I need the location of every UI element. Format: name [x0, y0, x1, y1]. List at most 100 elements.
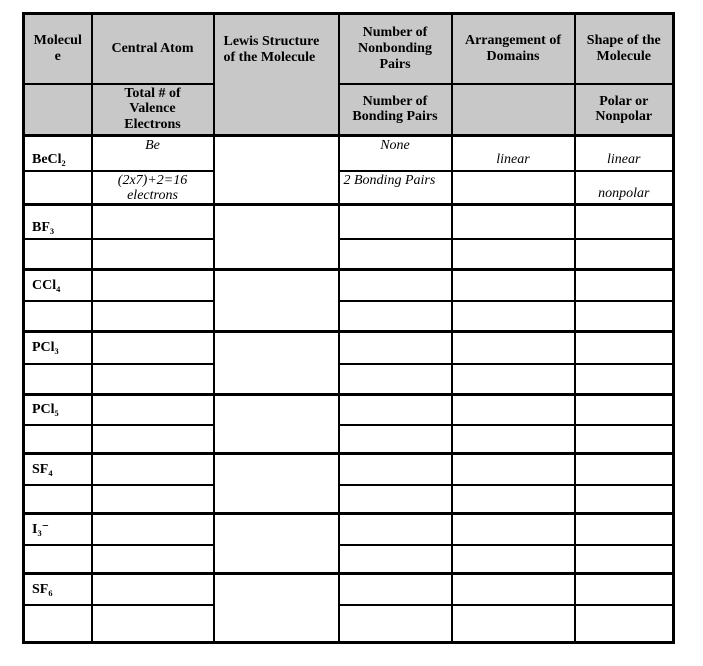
central-atom-cell — [90, 330, 215, 365]
lewis-structure-cell — [212, 393, 340, 455]
valence-electrons-cell — [90, 362, 215, 396]
polarity-cell — [573, 423, 675, 455]
lewis-structure-cell — [212, 203, 340, 271]
central-atom-cell — [90, 572, 215, 606]
arrangement-empty-cell — [450, 423, 576, 455]
bonding-pairs-cell — [337, 423, 453, 455]
arrangement-cell: linear — [450, 134, 576, 172]
molecule-row: SF₆ — [22, 572, 675, 644]
arrangement-empty-cell — [450, 603, 576, 644]
molecule-row: BeCl₂ Be None linear linear — [22, 133, 675, 206]
header-molecule-sub-empty — [22, 82, 93, 137]
molecule-name-cell: CCl₄ — [22, 268, 93, 302]
molecule-empty-cell — [22, 362, 93, 396]
molecule-name-cell: BeCl₂ — [22, 134, 93, 172]
lewis-structure-cell — [212, 133, 340, 206]
shape-cell — [573, 512, 675, 546]
central-atom-cell: Be — [90, 134, 215, 172]
detail-row — [22, 543, 675, 575]
molecule-empty-cell — [22, 237, 93, 271]
molecule-name-cell: I₃⁻ — [22, 512, 93, 546]
arrangement-cell — [450, 572, 576, 606]
detail-row — [22, 483, 675, 515]
header-central-atom: Central Atom — [90, 12, 215, 85]
shape-cell: linear — [573, 134, 675, 172]
polarity-cell — [573, 543, 675, 575]
molecule-name-cell: PCl₃ — [22, 330, 93, 365]
lewis-structure-cell — [212, 452, 340, 515]
valence-electrons-cell — [90, 237, 215, 271]
valence-electrons-cell — [90, 543, 215, 575]
nonbonding-pairs-cell — [337, 393, 453, 426]
header-arrangement-sub-empty — [450, 82, 576, 137]
molecule-row: BF₃ — [22, 203, 675, 271]
molecule-name-cell: PCl₅ — [22, 393, 93, 426]
lewis-structure-cell — [212, 572, 340, 644]
arrangement-empty-cell — [450, 169, 576, 206]
molecule-row: SF₄ — [22, 452, 675, 515]
shape-cell — [573, 452, 675, 486]
polarity-cell — [573, 237, 675, 271]
valence-electrons-cell — [90, 423, 215, 455]
nonbonding-pairs-cell — [337, 512, 453, 546]
arrangement-empty-cell — [450, 237, 576, 271]
shape-cell — [573, 268, 675, 302]
valence-electrons-cell — [90, 483, 215, 515]
detail-row — [22, 603, 675, 644]
molecule-empty-cell — [22, 603, 93, 644]
central-atom-cell — [90, 268, 215, 302]
valence-electrons-cell — [90, 299, 215, 333]
header-nonbonding-pairs: Number of Nonbonding Pairs — [337, 12, 453, 85]
nonbonding-pairs-cell: None — [337, 134, 453, 172]
arrangement-cell — [450, 268, 576, 302]
bonding-pairs-cell: 2 Bonding Pairs — [337, 169, 453, 206]
polarity-cell — [573, 362, 675, 396]
molecule-name-cell: SF₄ — [22, 452, 93, 486]
arrangement-cell — [450, 203, 576, 240]
header-polarity: Polar or Nonpolar — [573, 82, 675, 137]
arrangement-cell — [450, 452, 576, 486]
shape-cell — [573, 330, 675, 365]
central-atom-cell — [90, 512, 215, 546]
nonbonding-pairs-cell — [337, 330, 453, 365]
header-arrangement-of-domains: Arrangement of Domains — [450, 12, 576, 85]
molecule-empty-cell — [22, 483, 93, 515]
bonding-pairs-cell — [337, 237, 453, 271]
nonbonding-pairs-cell — [337, 203, 453, 240]
central-atom-cell — [90, 203, 215, 240]
arrangement-empty-cell — [450, 483, 576, 515]
polarity-cell — [573, 603, 675, 644]
arrangement-empty-cell — [450, 362, 576, 396]
lewis-structure-cell — [212, 512, 340, 575]
shape-cell — [573, 393, 675, 426]
molecule-row: CCl₄ — [22, 268, 675, 333]
molecule-empty-cell — [22, 299, 93, 333]
valence-electrons-cell — [90, 603, 215, 644]
bonding-pairs-cell — [337, 603, 453, 644]
header-shape-of-molecule: Shape of the Molecule — [573, 12, 675, 85]
detail-row — [22, 299, 675, 333]
header-lewis-structure: Lewis Structure of the Molecule — [212, 12, 340, 137]
nonbonding-pairs-cell — [337, 452, 453, 486]
arrangement-empty-cell — [450, 543, 576, 575]
bonding-pairs-cell — [337, 362, 453, 396]
lewis-structure-cell — [212, 268, 340, 333]
shape-cell — [573, 203, 675, 240]
molecule-empty-cell — [22, 543, 93, 575]
molecule-row: I₃⁻ — [22, 512, 675, 575]
molecule-row: PCl₃ — [22, 330, 675, 396]
arrangement-cell — [450, 512, 576, 546]
bonding-pairs-cell — [337, 483, 453, 515]
polarity-cell — [573, 299, 675, 333]
nonbonding-pairs-cell — [337, 268, 453, 302]
lewis-structure-cell — [212, 330, 340, 396]
arrangement-empty-cell — [450, 299, 576, 333]
shape-cell — [573, 572, 675, 606]
detail-row — [22, 237, 675, 271]
detail-row — [22, 362, 675, 396]
molecule-empty-cell — [22, 423, 93, 455]
header-molecule: Molecul e — [22, 12, 93, 85]
molecule-empty-cell — [22, 169, 93, 206]
arrangement-cell — [450, 330, 576, 365]
